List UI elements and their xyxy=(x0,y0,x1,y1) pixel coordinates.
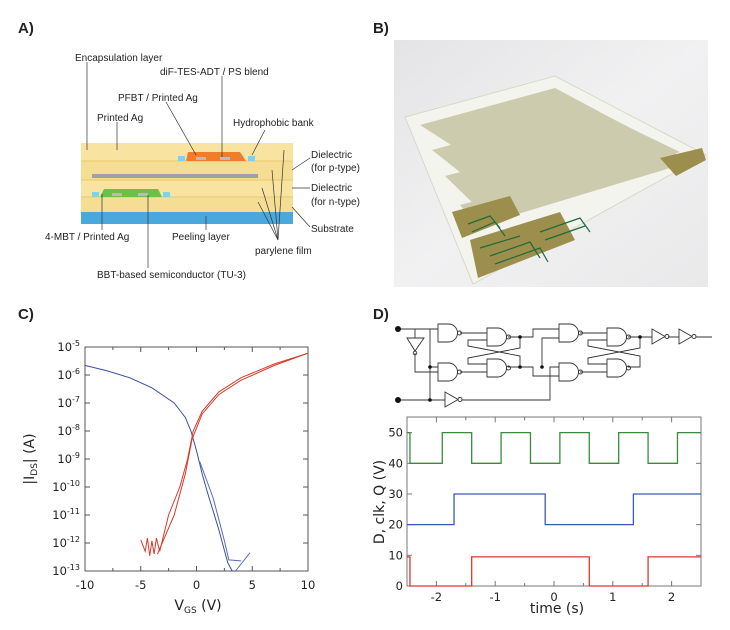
label-dielectric-n: Dielectric xyxy=(311,183,352,194)
x-tick-label: -1 xyxy=(489,590,500,604)
leader-lines xyxy=(86,62,311,268)
y-tick-label: 10-11 xyxy=(52,507,80,522)
x-tick-label: -10 xyxy=(76,578,95,592)
panel-label-c: C) xyxy=(18,306,34,323)
label-dielectric-n-type: (for n-type) xyxy=(311,197,360,208)
y-tick-label: 20 xyxy=(388,518,403,532)
y-tick-label: 10-10 xyxy=(52,479,80,494)
y-tick-label: 0 xyxy=(396,579,403,593)
inverter-gate-icon xyxy=(651,328,666,345)
label-peeling-layer: Peeling layer xyxy=(172,232,230,243)
peeling-layer xyxy=(81,212,293,224)
label-encapsulation-layer: Encapsulation layer xyxy=(75,53,163,64)
x-axis-label: VGS (V) xyxy=(174,598,221,616)
label-dielectric-p-type: (for p-type) xyxy=(311,163,360,174)
label-dielectric-p: Dielectric xyxy=(311,150,352,161)
inverter-bubble xyxy=(457,397,463,402)
panel-label-d: D) xyxy=(373,306,389,323)
y-tick-label: 10-8 xyxy=(57,423,80,438)
x-axis-label: time (s) xyxy=(530,601,584,617)
series-line-3 xyxy=(140,352,309,556)
y-tick-label: 10-13 xyxy=(52,563,80,578)
y-tick-label: 10 xyxy=(388,548,403,562)
gate-electrode xyxy=(92,174,258,178)
y-tick-label: 30 xyxy=(388,487,403,501)
x-tick-label: -5 xyxy=(135,578,146,592)
label-parylene-film: parylene film xyxy=(255,246,312,257)
inverter-gate-icon xyxy=(444,391,459,408)
y-tick-label: 10-7 xyxy=(57,395,80,410)
x-tick-label: 1 xyxy=(609,590,616,604)
panel-label-a: A) xyxy=(18,20,34,37)
buffer-gate-icon xyxy=(406,337,425,352)
y-tick-label: 10-5 xyxy=(57,339,80,354)
y-tick-label: 10-6 xyxy=(57,367,80,382)
layer-stack xyxy=(81,143,293,224)
series-line-4 xyxy=(157,352,309,555)
x-tick-label: 5 xyxy=(249,578,256,592)
device-cross-section-diagram: Encapsulation layer diF-TES-ADT / PS ble… xyxy=(45,53,360,281)
plot-frame xyxy=(406,416,702,587)
circuit-nodes xyxy=(395,326,642,403)
device-photo xyxy=(394,40,708,287)
inverter-bubble xyxy=(691,334,697,339)
y-axis-label: |IDS| (A) xyxy=(22,433,40,484)
circuit-wires xyxy=(398,328,712,401)
label-printed-ag: Printed Ag xyxy=(97,113,143,124)
y-tick-label: 40 xyxy=(388,456,403,470)
inverter-gate-icon xyxy=(678,328,693,345)
y-tick-label: 10-9 xyxy=(57,451,80,466)
y-axis-label: D, clk, Q (V) xyxy=(372,460,388,544)
transfer-curve-chart: -10 -5 0 5 10 10-5 10-6 10-7 10-8 10-9 10-10 10-11 1… xyxy=(22,339,316,616)
circuit-rows xyxy=(420,88,690,226)
x-tick-label: 10 xyxy=(301,578,316,592)
series-line-1 xyxy=(407,493,701,526)
label-4-mbt-printed-ag: 4-MBT / Printed Ag xyxy=(45,232,129,243)
y-tick-label: 10-12 xyxy=(52,535,80,550)
series-line-1 xyxy=(199,461,242,562)
label-pfbt-printed-ag: PFBT / Printed Ag xyxy=(118,93,198,104)
series-line-0 xyxy=(84,364,233,572)
x-tick-label: 0 xyxy=(550,590,557,604)
label-hydrophobic-bank: Hydrophobic bank xyxy=(233,118,315,129)
x-tick-label: 2 xyxy=(668,590,675,604)
series-line-2 xyxy=(407,556,701,587)
series-line-0 xyxy=(407,431,701,464)
label-dif-tes-adt: diF-TES-ADT / PS blend xyxy=(160,67,269,78)
label-substrate: Substrate xyxy=(311,224,354,235)
x-tick-label: 0 xyxy=(193,578,200,592)
x-tick-label: -2 xyxy=(431,590,442,604)
green-traces xyxy=(467,215,591,265)
inverter-bubble xyxy=(664,334,670,339)
y-tick-label: 50 xyxy=(388,426,403,440)
panel-label-b: B) xyxy=(373,20,389,37)
substrate-layer xyxy=(81,197,293,212)
label-bbt-semiconductor: BBT-based semiconductor (TU-3) xyxy=(97,270,246,281)
series-line-2 xyxy=(235,552,251,572)
